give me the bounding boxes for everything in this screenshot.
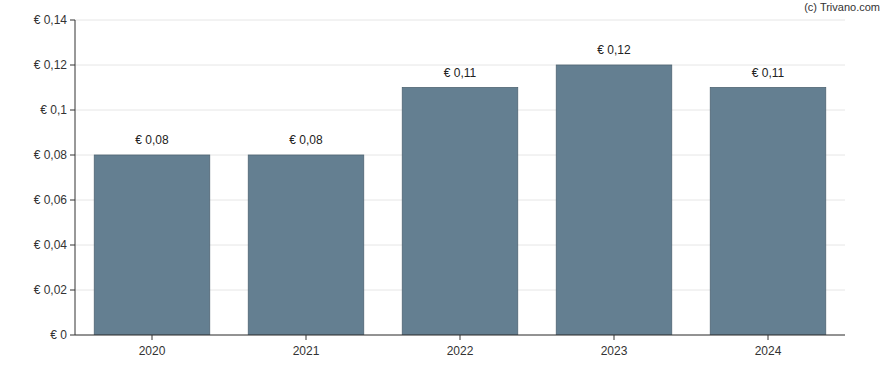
data-label: € 0,08 (289, 133, 323, 147)
x-tick-label: 2021 (293, 344, 320, 358)
y-tick (70, 245, 75, 246)
x-tick (614, 335, 615, 340)
y-tick (70, 335, 75, 336)
y-tick-label: € 0,04 (34, 238, 68, 252)
x-tick (768, 335, 769, 340)
data-label: € 0,11 (752, 66, 785, 80)
bar (556, 65, 672, 335)
y-tick (70, 20, 75, 21)
data-label: € 0,11 (444, 66, 477, 80)
x-tick-label: 2023 (601, 344, 628, 358)
x-tick (460, 335, 461, 340)
y-tick (70, 290, 75, 291)
annotation: (c) Trivano.com (804, 1, 880, 13)
y-axis (75, 20, 76, 335)
y-tick (70, 200, 75, 201)
y-tick-label: € 0,1 (40, 103, 67, 117)
y-tick-label: € 0,08 (34, 148, 68, 162)
bar (94, 155, 210, 335)
y-tick (70, 155, 75, 156)
grid-line (75, 20, 845, 21)
x-tick-label: 2020 (139, 344, 166, 358)
y-tick-label: € 0 (50, 328, 67, 342)
y-tick-label: € 0,14 (34, 13, 68, 27)
bars (94, 65, 826, 335)
data-label: € 0,08 (135, 133, 169, 147)
y-tick-label: € 0,06 (34, 193, 68, 207)
x-tick (152, 335, 153, 340)
y-tick (70, 65, 75, 66)
y-tick-label: € 0,12 (34, 58, 68, 72)
bar (402, 88, 518, 336)
chart: € 0 € 0,02 € 0,04 € 0,06 € 0,08 € 0,1 € 0,12 € … (0, 0, 888, 370)
x-tick-label: 2024 (755, 344, 782, 358)
bar (248, 155, 364, 335)
y-tick (70, 110, 75, 111)
x-tick (306, 335, 307, 340)
x-tick-label: 2022 (447, 344, 474, 358)
data-label: € 0,12 (597, 43, 631, 57)
y-tick-label: € 0,02 (34, 283, 68, 297)
bar (710, 88, 826, 336)
